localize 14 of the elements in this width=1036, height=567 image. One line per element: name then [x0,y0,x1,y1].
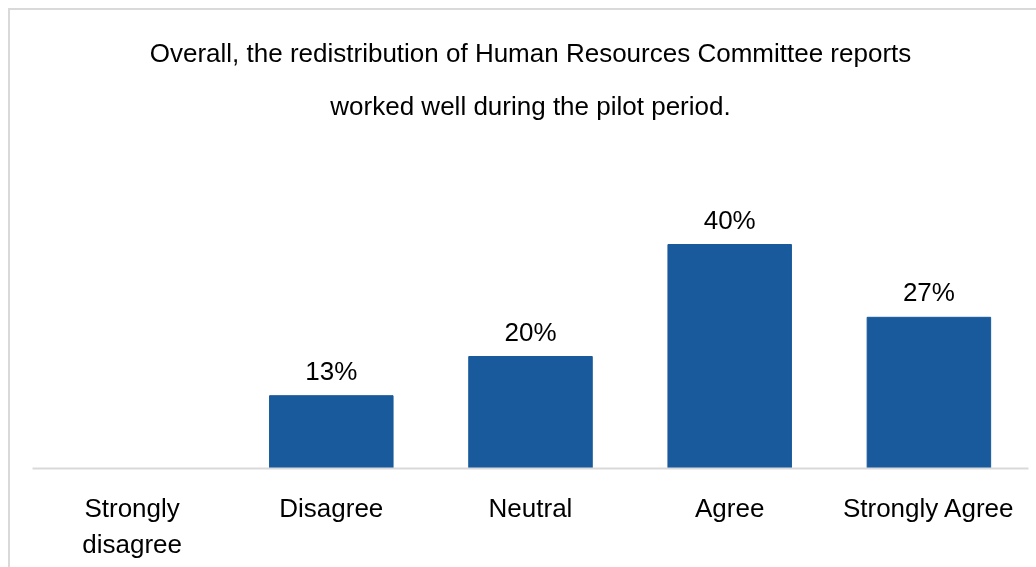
x-tick-label: Strongly disagree [82,492,182,559]
bar [667,244,792,469]
x-tick-label: Neutral [488,492,573,523]
bar [866,316,992,469]
chart-title: Overall, the redistribution of Human Resources Committee reports worked well during the pilot period. [149,38,912,121]
x-tick-label: Strongly Agree [842,492,1014,523]
data-label: 40% [703,204,756,235]
bar [269,395,394,469]
data-label: 13% [305,355,358,386]
x-tick-label: Agree [695,492,765,523]
data-label: 20% [504,316,557,347]
x-tick-label: Disagree [279,492,384,523]
bar [468,356,593,469]
data-label: 27% [902,277,955,308]
